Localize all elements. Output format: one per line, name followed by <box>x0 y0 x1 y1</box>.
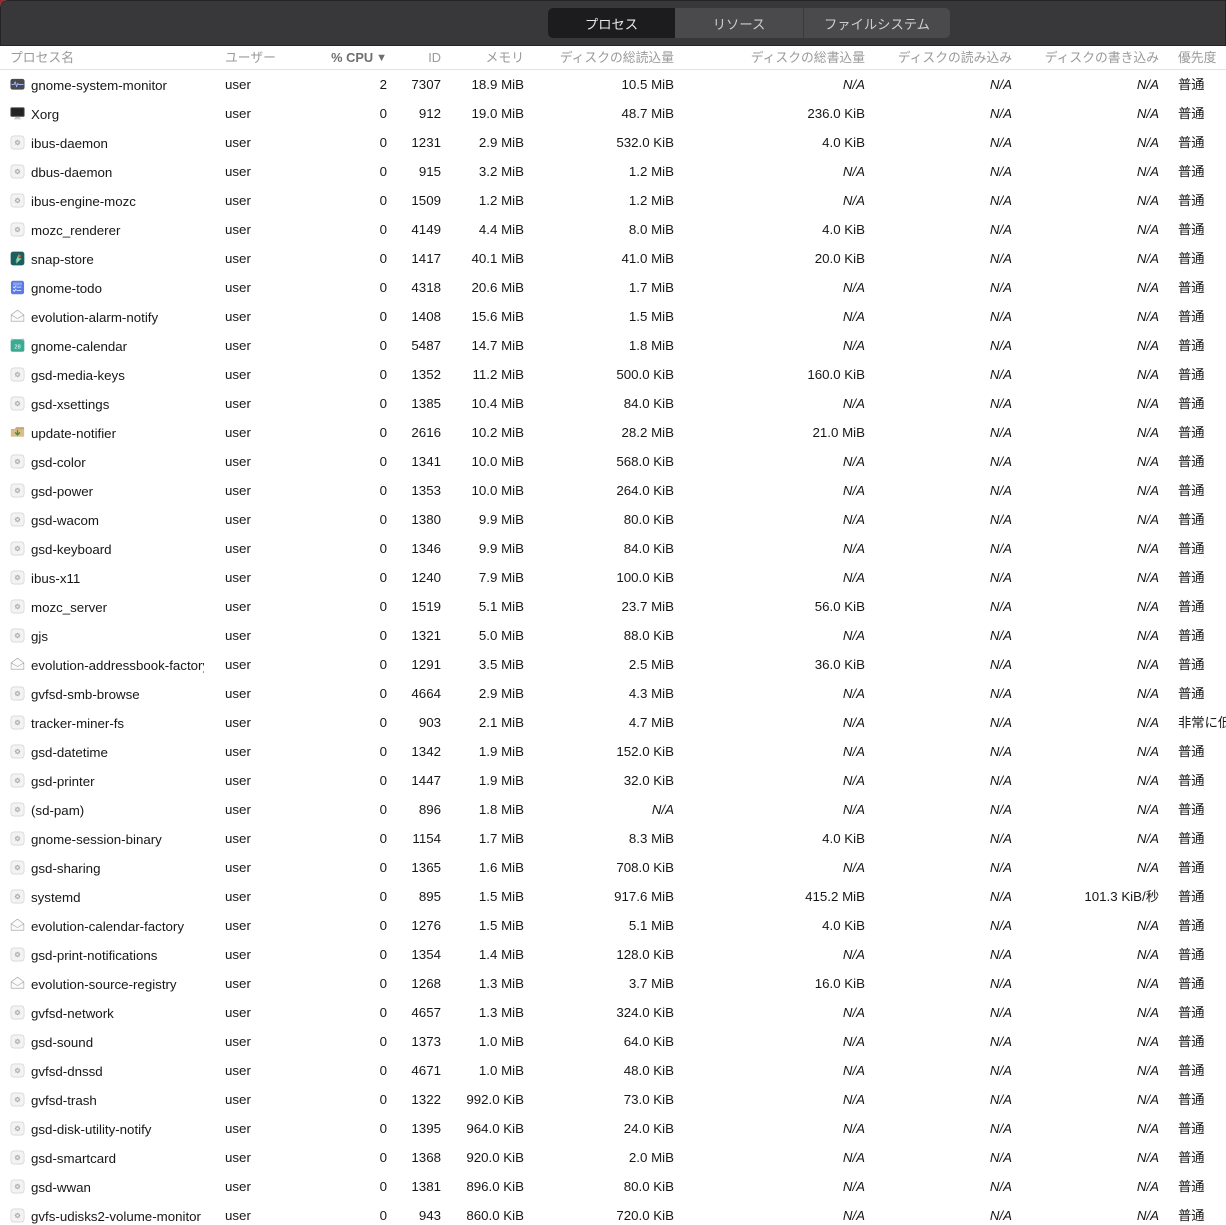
svg-text:28: 28 <box>14 345 21 351</box>
